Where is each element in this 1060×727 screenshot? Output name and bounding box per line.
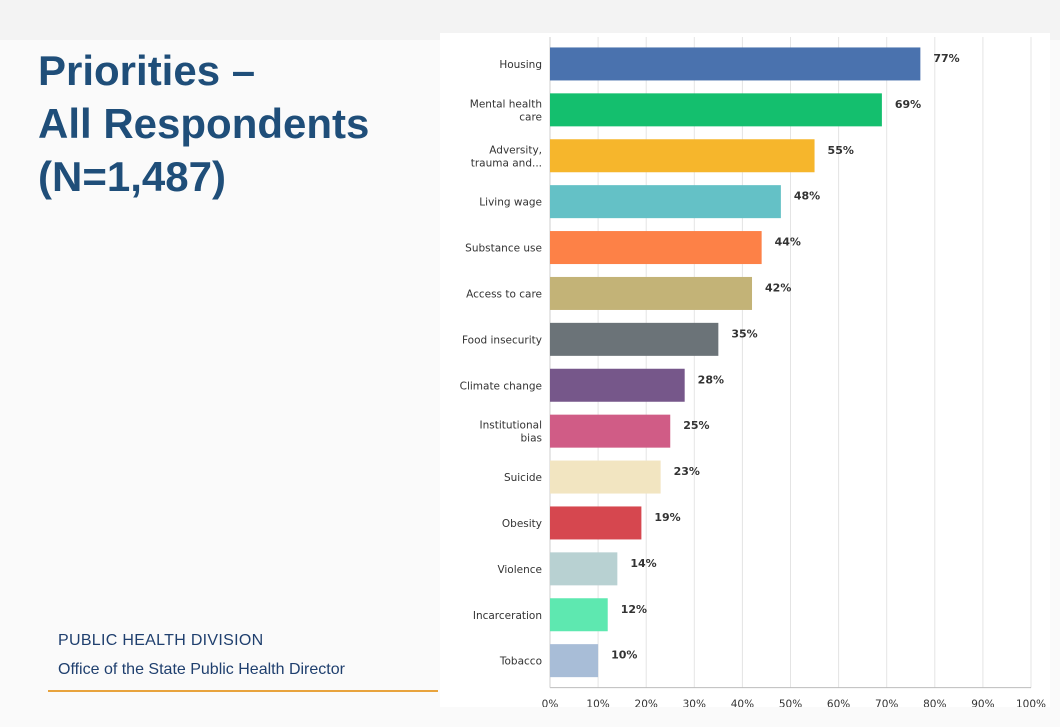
category-label: Substance use (465, 243, 542, 255)
bar (550, 322, 719, 356)
category-label: Mental health (470, 98, 542, 110)
bar (550, 460, 661, 494)
category-label: Food insecurity (462, 334, 542, 346)
x-tick-label: 0% (542, 699, 559, 707)
chart-panel: 0% 10% 20% 30% 40% 50% 60% 70% 80% 90% 100% Housing… (440, 33, 1050, 707)
category-label: Obesity (502, 518, 542, 530)
x-tick-label: 20% (635, 699, 658, 707)
category-label: trauma and... (471, 157, 542, 169)
value-label: 55% (828, 144, 854, 157)
category-label: Tobacco (499, 656, 542, 668)
x-tick-label: 100% (1016, 699, 1046, 707)
value-label: 12% (621, 603, 647, 616)
bar (550, 231, 762, 265)
x-tick-label: 30% (683, 699, 706, 707)
footer-office: Office of the State Public Health Direct… (58, 661, 345, 678)
x-tick-label: 40% (731, 699, 754, 707)
value-label: 25% (683, 419, 709, 432)
x-tick-label: 80% (923, 699, 946, 707)
title-line-2: All Respondents (38, 100, 370, 147)
value-label: 35% (731, 327, 757, 340)
category-label: care (519, 111, 542, 123)
bar (550, 598, 608, 632)
title-line-1: Priorities – (38, 47, 256, 94)
bar (550, 276, 753, 310)
footer-division: PUBLIC HEALTH DIVISION (58, 632, 264, 649)
value-label: 69% (895, 98, 921, 111)
value-label: 44% (775, 236, 801, 249)
value-label: 42% (765, 281, 791, 294)
value-label: 14% (630, 557, 656, 570)
bar (550, 185, 781, 219)
bar (550, 93, 882, 127)
value-label: 77% (933, 52, 959, 65)
category-label: Adversity, (489, 144, 542, 156)
value-label: 48% (794, 190, 820, 203)
category-label: Suicide (504, 472, 542, 484)
bar (550, 368, 685, 402)
bar (550, 47, 921, 81)
bar (550, 506, 642, 540)
x-tick-label: 70% (875, 699, 898, 707)
bar (550, 139, 815, 173)
value-label: 19% (654, 511, 680, 524)
x-tick-label: 60% (827, 699, 850, 707)
value-label: 28% (698, 373, 724, 386)
x-tick-label: 10% (586, 699, 609, 707)
category-label: Climate change (460, 380, 542, 392)
category-label: bias (521, 433, 543, 445)
bar (550, 414, 671, 448)
category-label: Violence (497, 564, 542, 576)
value-label: 23% (674, 465, 700, 478)
category-label: Living wage (479, 197, 542, 209)
category-label: Institutional (480, 420, 543, 432)
x-tick-label: 50% (779, 699, 802, 707)
bar (550, 552, 618, 586)
bar (550, 644, 599, 678)
priorities-bar-chart: 0% 10% 20% 30% 40% 50% 60% 70% 80% 90% 100% Housing… (460, 37, 1046, 707)
category-label: Housing (499, 59, 542, 71)
slide-title: Priorities – All Respondents (N=1,487) (38, 44, 438, 203)
value-label: 10% (611, 649, 637, 662)
x-tick-label: 90% (971, 699, 994, 707)
category-label: Incarceration (473, 610, 542, 622)
footer-accent-rule (48, 690, 438, 692)
category-label: Access to care (466, 288, 542, 300)
title-line-3: (N=1,487) (38, 153, 226, 200)
